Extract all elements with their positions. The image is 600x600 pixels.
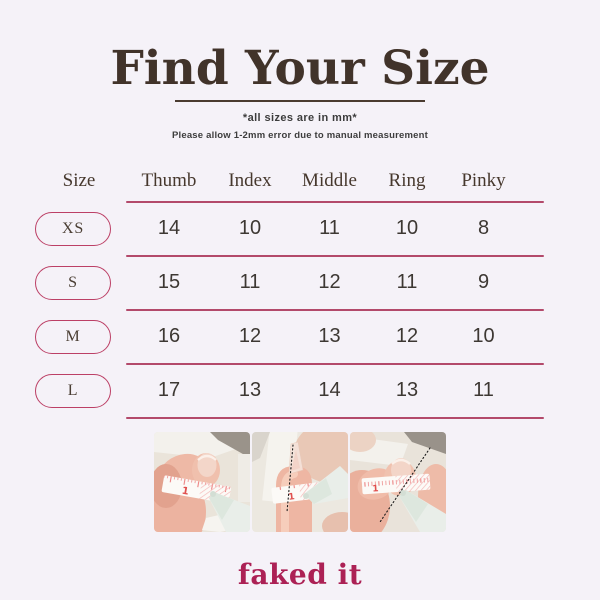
- size-pill-label: M: [65, 327, 81, 345]
- row-divider: [126, 308, 544, 311]
- cell-s-thumb: 15: [157, 271, 181, 294]
- cell-m-ring: 12: [395, 325, 419, 348]
- header-divider: [126, 200, 544, 203]
- cell-xs-ring: 10: [395, 217, 419, 240]
- column-header-thumb: Thumb: [141, 169, 197, 191]
- size-pill-m: M: [35, 319, 111, 354]
- cell-s-ring: 11: [396, 271, 418, 294]
- size-pill-xs: XS: [35, 211, 111, 246]
- brand-logo: faked it: [237, 557, 363, 591]
- cell-m-thumb: 16: [157, 325, 181, 348]
- table-body: XS 14 10 11 10 8 S 15 11 12 11 9 M 16 12 13 12 10 L 17 13 14 1…: [30, 203, 544, 419]
- cell-m-middle: 13: [318, 325, 341, 348]
- nail-width-diagonal-photo-icon: 1: [350, 431, 446, 532]
- column-header-pinky: Pinky: [461, 169, 506, 191]
- svg-text:1: 1: [181, 485, 190, 497]
- cell-xs-index: 10: [238, 217, 262, 240]
- cell-s-pinky: 9: [477, 271, 490, 294]
- table-row-l: L 17 13 14 13 11: [30, 365, 544, 417]
- cell-l-middle: 14: [318, 379, 341, 402]
- cell-s-middle: 12: [318, 271, 341, 294]
- size-table: Size Thumb Index Middle Ring Pinky XS 14 10 11 10…: [30, 161, 544, 419]
- column-header-index: Index: [228, 169, 272, 191]
- table-row-xs: XS 14 10 11 10 8: [30, 203, 544, 255]
- row-divider: [126, 254, 544, 257]
- cell-l-index: 13: [238, 379, 262, 402]
- measurement-note: Please allow 1-2mm error due to manual m…: [171, 129, 429, 141]
- cell-s-index: 11: [239, 271, 261, 294]
- size-pill-label: L: [67, 381, 79, 399]
- cell-xs-pinky: 8: [477, 217, 490, 240]
- svg-text:1: 1: [372, 484, 379, 494]
- measurement-photos: 1: [0, 431, 600, 532]
- size-pill-label: XS: [61, 219, 85, 237]
- cell-m-index: 12: [238, 325, 262, 348]
- title-underline: [175, 99, 425, 102]
- cell-m-pinky: 10: [472, 325, 495, 348]
- row-divider: [126, 362, 544, 365]
- table-row-m: M 16 12 13 12 10: [30, 311, 544, 363]
- svg-text:1: 1: [288, 492, 295, 503]
- column-header-ring: Ring: [388, 169, 426, 191]
- cell-xs-thumb: 14: [157, 217, 181, 240]
- units-subtitle: *all sizes are in mm*: [242, 111, 358, 124]
- size-pill-l: L: [35, 373, 111, 408]
- cell-xs-middle: 11: [319, 217, 340, 240]
- cell-l-thumb: 17: [157, 379, 181, 402]
- measuring-tape-photo-icon: 1: [154, 431, 250, 532]
- cell-l-pinky: 11: [473, 379, 494, 402]
- size-pill-label: S: [68, 273, 78, 291]
- column-header-middle: Middle: [302, 169, 357, 191]
- cell-l-ring: 13: [395, 379, 419, 402]
- table-row-s: S 15 11 12 11 9: [30, 257, 544, 309]
- row-divider: [126, 416, 544, 419]
- column-header-size: Size: [62, 169, 96, 191]
- size-pill-s: S: [35, 265, 111, 300]
- page-title: Find Your Size: [110, 41, 490, 96]
- nail-length-dotted-photo-icon: 1: [252, 431, 348, 532]
- table-header-row: Size Thumb Index Middle Ring Pinky: [30, 161, 544, 201]
